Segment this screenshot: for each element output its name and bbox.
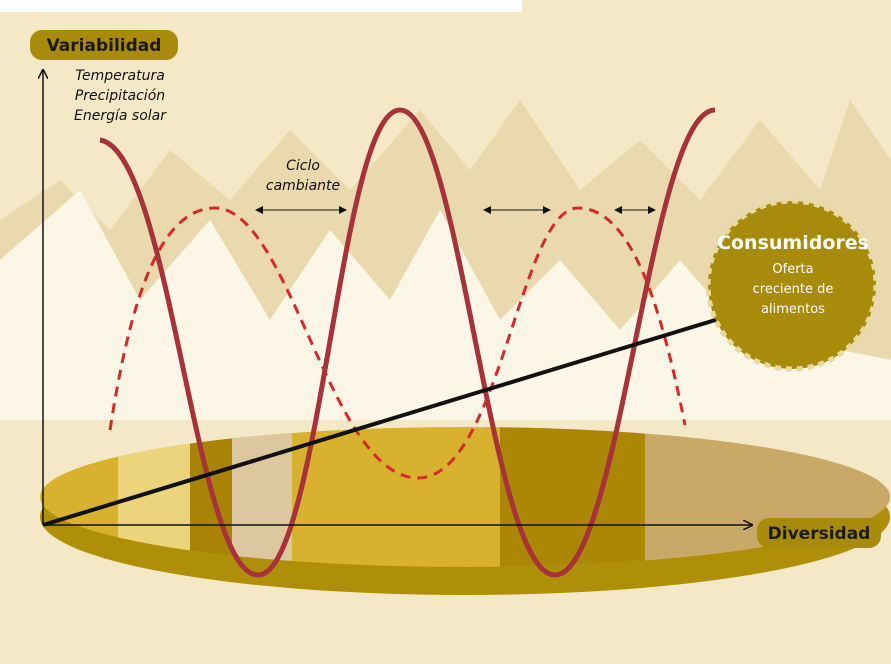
variability-item: Energía solar xyxy=(74,108,167,124)
x-axis-label: Diversidad xyxy=(768,524,871,544)
consumers-line: Oferta xyxy=(772,262,813,277)
y-label-box xyxy=(30,30,178,60)
variability-item: Temperatura xyxy=(75,68,165,84)
mountains-front xyxy=(0,190,891,420)
y-axis-label: Variabilidad xyxy=(47,36,162,56)
x-label-box xyxy=(757,518,881,548)
cycle-label: cambiante xyxy=(266,178,340,194)
solid-cycle xyxy=(99,107,716,578)
dashed-cycle xyxy=(108,206,687,480)
variability-item: Precipitación xyxy=(75,88,165,104)
consumers-title: Consumidores xyxy=(717,232,869,254)
consumers-line: alimentos xyxy=(761,302,825,317)
consumers-circle xyxy=(705,198,879,372)
top-strip xyxy=(0,0,522,12)
stripe xyxy=(500,427,645,567)
consumers-line: creciente de xyxy=(753,282,834,297)
stripe xyxy=(232,427,292,567)
cycle-label: Ciclo xyxy=(286,158,320,174)
growth-arrow xyxy=(42,303,760,527)
